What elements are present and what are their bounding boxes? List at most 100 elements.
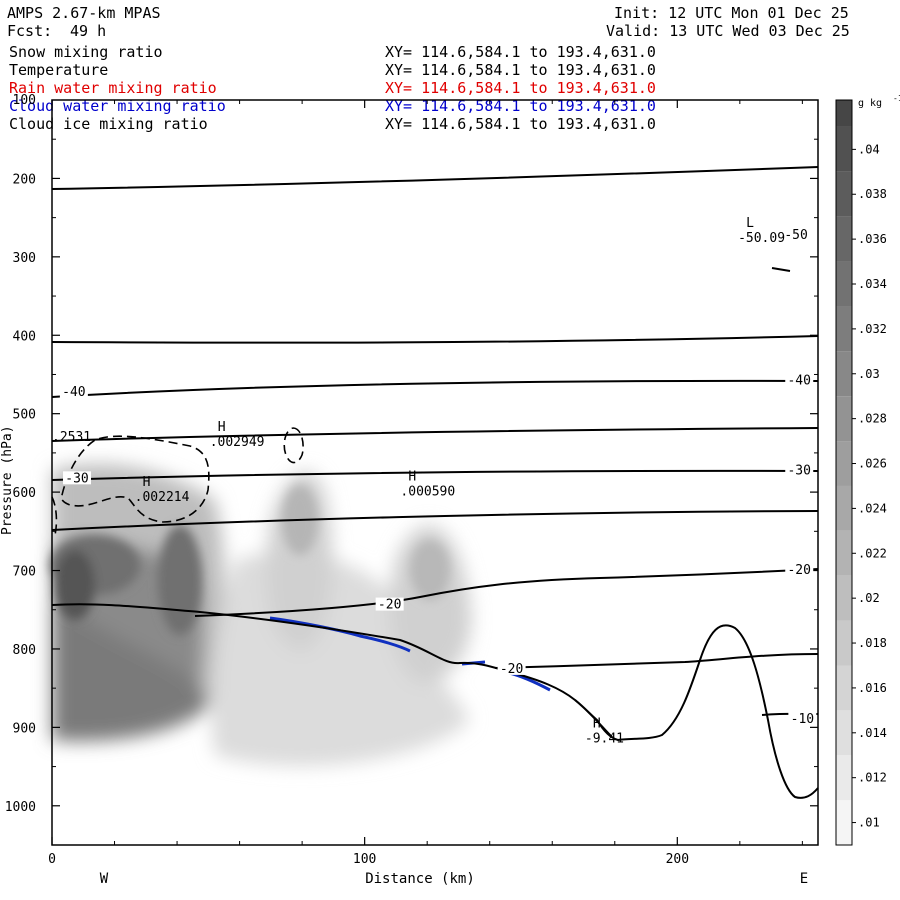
- isotherm: [51, 379, 819, 398]
- field-name: Cloud ice mixing ratio: [9, 115, 208, 133]
- colorbar-swatch: [836, 620, 852, 666]
- y-tick-label: 300: [13, 251, 36, 266]
- temp-label-bg: [788, 712, 817, 726]
- colorbar-tick-label: .026: [858, 457, 887, 471]
- isotherm: [194, 568, 819, 617]
- temperature-label: -20: [378, 598, 401, 613]
- extremum-mark: L: [746, 216, 754, 231]
- extremum-value: .002949: [210, 435, 265, 450]
- temperature-label: -20: [500, 662, 523, 677]
- colorbar-swatch: [836, 441, 852, 486]
- temperature-label: -50: [784, 228, 807, 243]
- field-name: Cloud water mixing ratio: [9, 97, 226, 115]
- extremum-mark: H: [143, 475, 151, 490]
- colorbar-swatch: [836, 171, 852, 217]
- colorbar-tick-label: .01: [858, 816, 880, 830]
- isotherm: [51, 427, 819, 442]
- colorbar-swatch: [836, 126, 852, 172]
- colorbar-swatch: [836, 216, 852, 262]
- colorbar-swatch: [836, 710, 852, 756]
- colorbar-swatch: [836, 396, 852, 442]
- colorbar-swatch: [836, 100, 852, 127]
- colorbar-tick-label: .022: [858, 546, 887, 560]
- temperature-label: -20: [787, 563, 810, 578]
- colorbar-tick-label: .03: [858, 367, 880, 381]
- colorbar-unit: g kg: [858, 98, 882, 109]
- y-tick-label: 700: [13, 565, 36, 580]
- temp-label-bg: [497, 661, 526, 675]
- x-tick-label: 100: [353, 852, 376, 867]
- temp-label-bg: [785, 563, 814, 577]
- colorbar-swatch: [836, 665, 852, 711]
- field-name: Rain water mixing ratio: [9, 79, 217, 97]
- isotherm-minus-50: [771, 267, 791, 272]
- partial-label: .2531: [52, 430, 91, 445]
- temperature-label: -10: [791, 712, 814, 727]
- temp-label-bg: [785, 373, 814, 387]
- colorbar-tick-label: .014: [858, 726, 887, 740]
- temperature-label: -40: [62, 385, 85, 400]
- y-tick-label: 900: [13, 721, 36, 736]
- colorbar-swatch: [836, 261, 852, 307]
- extremum-mark: H: [593, 716, 601, 731]
- temp-label-bg: [782, 228, 811, 242]
- colorbar-unit-exponent: -1: [893, 94, 900, 103]
- isotherm: [51, 469, 819, 481]
- forecast-label: Fcst:: [7, 22, 53, 40]
- colorbar-tick-label: .038: [858, 187, 887, 201]
- extremum-value: -50.09: [738, 231, 785, 246]
- field-xy: XY= 114.6,584.1 to 193.4,631.0: [385, 79, 656, 97]
- y-tick-label: 800: [13, 643, 36, 658]
- west-label: W: [100, 871, 109, 887]
- temperature-label: -30: [787, 464, 810, 479]
- field-xy: XY= 114.6,584.1 to 193.4,631.0: [385, 97, 656, 115]
- colorbar-swatch: [836, 351, 852, 397]
- colorbar-swatch: [836, 530, 852, 576]
- plot-border: [51, 99, 819, 846]
- init-time: Init: 12 UTC Mon 01 Dec 25: [614, 4, 849, 22]
- colorbar-border: [835, 99, 853, 846]
- temperature-label: -30: [65, 471, 88, 486]
- y-tick-label: 500: [13, 408, 36, 423]
- forecast-hour: 49 h: [70, 22, 107, 40]
- colorbar-tick-label: .04: [858, 142, 880, 156]
- temp-label-bg: [375, 597, 404, 611]
- y-tick-label: 1000: [5, 800, 36, 815]
- colorbar-tick-label: .012: [858, 771, 887, 785]
- colorbar-swatch: [836, 485, 852, 531]
- valid-time: Valid: 13 UTC Wed 03 Dec 25: [606, 22, 850, 40]
- contour-labels: -50-40-40-30-30-20-20-20-10L-50.09H.0029…: [52, 216, 817, 746]
- y-tick-label: 100: [13, 93, 36, 108]
- extremum-value: .002214: [135, 490, 190, 505]
- east-label: E: [800, 871, 808, 887]
- x-tick-label: 200: [666, 852, 689, 867]
- plot-frame: 100 200 300 400 500 600 700 800 900 1000 0 100 200 Di…: [5, 93, 819, 887]
- extremum-value: -9.41: [585, 731, 624, 746]
- colorbar-tick-label: .036: [858, 232, 887, 246]
- field-xy: XY= 114.6,584.1 to 193.4,631.0: [385, 61, 656, 79]
- colorbar-swatch: [836, 575, 852, 621]
- colorbar-swatch: [836, 755, 852, 801]
- colorbar-tick-label: .034: [858, 277, 887, 291]
- cloud-ice-contours: [51, 427, 304, 536]
- x-axis-label: Distance (km): [365, 871, 475, 887]
- isotherm: [51, 510, 819, 531]
- x-tick-label: 0: [48, 852, 56, 867]
- colorbar-tick-label: .032: [858, 322, 887, 336]
- y-tick-label: 200: [13, 172, 36, 187]
- isotherm: [51, 335, 819, 344]
- colorbar-tick-label: .016: [858, 681, 887, 695]
- snow-shading: [50, 464, 472, 767]
- colorbar-swatch: [836, 306, 852, 352]
- field-xy: XY= 114.6,584.1 to 193.4,631.0: [385, 115, 656, 133]
- temp-label-bg: [63, 471, 92, 485]
- y-tick-label: 400: [13, 329, 36, 344]
- isotherm: [494, 653, 819, 669]
- colorbar-tick-label: .018: [858, 636, 887, 650]
- isotherm: [51, 166, 819, 190]
- colorbar-tick-label: .024: [858, 501, 887, 515]
- extremum-mark: H: [408, 469, 416, 484]
- field-name: Snow mixing ratio: [9, 43, 163, 61]
- temp-label-bg: [59, 385, 88, 399]
